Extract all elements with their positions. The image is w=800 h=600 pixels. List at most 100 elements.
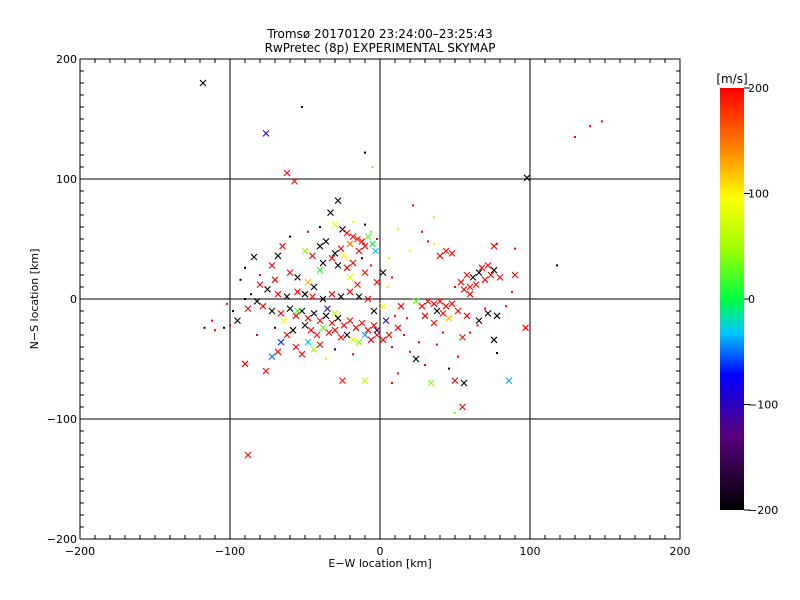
- data-point-dot: [391, 276, 393, 279]
- data-point-cross: [343, 229, 351, 237]
- data-point-cross: [262, 367, 270, 375]
- data-point-cross: [460, 286, 468, 293]
- data-point-dot: [364, 151, 366, 154]
- data-point-cross: [256, 281, 264, 288]
- data-point-cross: [358, 319, 366, 327]
- data-point-dot: [454, 412, 456, 414]
- data-point-cross: [331, 250, 339, 257]
- data-point-dot: [226, 302, 228, 305]
- data-point-cross: [234, 317, 241, 324]
- data-point-cross: [319, 324, 327, 332]
- data-point-dot: [229, 324, 231, 327]
- data-point-cross: [382, 317, 390, 324]
- data-point-cross: [522, 324, 529, 332]
- data-point-cross: [361, 331, 369, 339]
- data-point-cross: [253, 298, 261, 305]
- data-point-cross: [309, 293, 316, 300]
- data-point-cross: [271, 276, 279, 284]
- data-point-dot: [397, 228, 399, 231]
- data-point-cross: [328, 254, 336, 262]
- data-point-dot: [325, 358, 327, 360]
- data-point-cross: [448, 250, 456, 257]
- data-point-dot: [388, 257, 390, 260]
- data-point-cross: [354, 235, 361, 243]
- data-point-cross: [343, 331, 351, 339]
- data-point-cross: [469, 274, 477, 281]
- data-point-cross: [289, 326, 297, 334]
- data-point-cross: [427, 379, 435, 387]
- data-point-cross: [310, 310, 318, 317]
- data-point-cross: [298, 350, 306, 358]
- data-point-cross: [339, 377, 346, 384]
- data-point-dot: [319, 226, 321, 228]
- data-point-cross: [436, 298, 444, 305]
- data-point-cross: [373, 331, 381, 339]
- data-point-cross: [286, 305, 294, 312]
- data-point-cross: [496, 274, 504, 281]
- x-tick-label: 0: [377, 545, 384, 558]
- data-point-cross: [442, 247, 450, 255]
- data-point-dot: [364, 223, 366, 226]
- data-point-cross: [373, 326, 381, 334]
- data-point-cross: [472, 281, 480, 288]
- data-point-cross: [436, 252, 444, 260]
- data-point-dot: [397, 372, 399, 375]
- data-point-cross: [291, 178, 298, 185]
- data-point-cross: [277, 310, 285, 317]
- data-point-cross: [463, 312, 471, 320]
- data-point-cross: [301, 247, 309, 255]
- data-point-cross: [412, 355, 420, 363]
- data-point-cross: [484, 262, 492, 269]
- data-point-dot: [418, 341, 420, 344]
- data-point-cross: [370, 322, 378, 329]
- data-point-cross: [316, 242, 324, 250]
- data-point-cross: [268, 353, 276, 360]
- data-point-dot: [424, 364, 426, 366]
- data-point-cross: [331, 310, 339, 317]
- data-point-dot: [214, 329, 216, 332]
- data-point-cross: [379, 269, 387, 276]
- data-point-dot: [436, 343, 438, 346]
- data-point-cross: [370, 307, 378, 315]
- data-point-cross: [319, 259, 327, 267]
- data-point-cross: [361, 377, 369, 384]
- data-point-cross: [316, 341, 324, 348]
- data-point-cross: [475, 269, 483, 276]
- data-point-cross: [340, 252, 348, 260]
- data-point-dot: [370, 230, 372, 233]
- data-point-cross: [397, 302, 405, 310]
- data-point-cross: [478, 264, 486, 272]
- data-point-dot: [457, 355, 459, 358]
- data-point-cross: [328, 319, 336, 327]
- data-point-cross: [334, 197, 342, 204]
- y-tick-label: −200: [47, 533, 77, 546]
- data-point-cross: [283, 331, 291, 339]
- data-point-cross: [337, 334, 345, 341]
- data-point-cross: [433, 307, 441, 315]
- data-point-cross: [439, 310, 447, 317]
- data-point-dot: [427, 240, 429, 243]
- data-point-dot: [505, 305, 507, 308]
- data-point-dot: [391, 382, 393, 384]
- x-tick-label: −100: [215, 545, 245, 558]
- data-point-cross: [346, 240, 354, 248]
- x-tick-label: 100: [520, 545, 541, 558]
- data-point-cross: [268, 307, 276, 315]
- data-point-cross: [250, 253, 258, 261]
- data-point-cross: [379, 336, 387, 344]
- x-axis-label: E−W location [km]: [328, 557, 431, 570]
- data-point-dot: [406, 317, 408, 320]
- data-point-dot: [589, 125, 591, 128]
- data-point-cross: [199, 79, 207, 87]
- colorbar-gradient: [720, 88, 744, 510]
- data-point-dot: [223, 326, 225, 329]
- data-point-dot: [352, 353, 354, 356]
- data-point-cross: [322, 238, 330, 245]
- data-point-cross: [327, 209, 334, 216]
- data-point-cross: [274, 290, 282, 298]
- data-point-dot: [394, 314, 396, 317]
- data-point-cross: [372, 247, 379, 255]
- data-point-cross: [346, 317, 354, 324]
- data-point-cross: [484, 310, 492, 317]
